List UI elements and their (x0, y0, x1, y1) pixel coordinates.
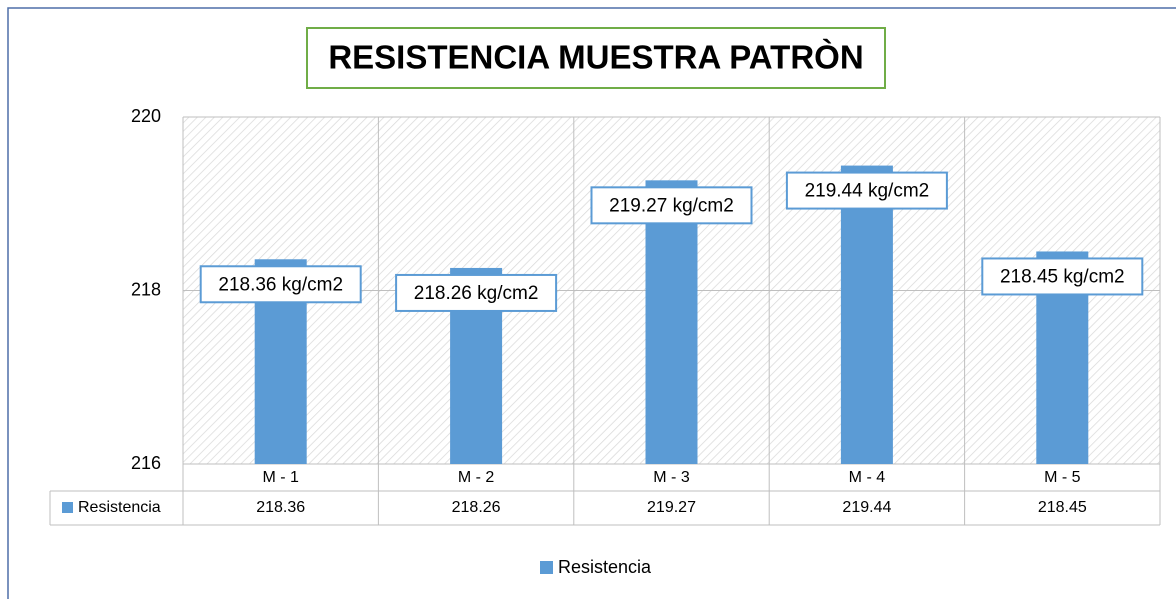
legend-key (540, 561, 553, 574)
x-tick-label: M - 4 (849, 469, 886, 486)
data-label-box (199, 265, 362, 304)
x-tick-label: M - 2 (458, 469, 495, 486)
bar (645, 180, 698, 464)
x-tick-label: M - 1 (262, 469, 299, 486)
table-series-name: Resistencia (78, 499, 161, 516)
bar (840, 165, 893, 464)
table-value: 218.26 (452, 499, 501, 516)
legend-label: Resistencia (558, 557, 652, 577)
table-value: 218.36 (256, 499, 305, 516)
table-legend-key (62, 502, 73, 513)
title-box (306, 27, 886, 89)
data-label-box (590, 186, 753, 225)
y-tick-label: 220 (131, 106, 161, 126)
chart-title: RESISTENCIA MUESTRA PATRÒN (328, 39, 863, 76)
data-label: 218.36 kg/cm2 (218, 274, 343, 295)
y-tick-label: 218 (131, 279, 161, 299)
data-label-box (981, 257, 1144, 296)
table-value: 219.44 (842, 499, 891, 516)
x-tick-label: M - 3 (653, 469, 690, 486)
data-label: 218.45 kg/cm2 (1000, 266, 1125, 287)
data-label-box (395, 273, 558, 312)
data-label: 219.44 kg/cm2 (805, 181, 930, 202)
data-label: 219.27 kg/cm2 (609, 195, 734, 216)
data-label: 218.26 kg/cm2 (414, 283, 539, 304)
x-tick-label: M - 5 (1044, 469, 1081, 486)
table-value: 219.27 (647, 499, 696, 516)
y-tick-label: 216 (131, 453, 161, 473)
data-label-box (785, 171, 948, 210)
table-value: 218.45 (1038, 499, 1087, 516)
